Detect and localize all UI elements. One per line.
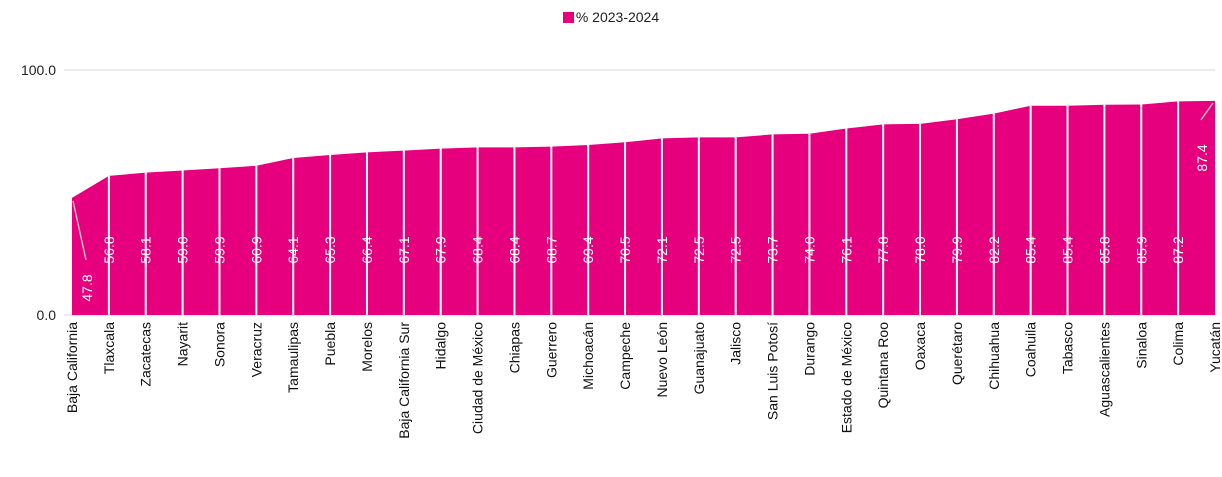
data-label: 68.4 xyxy=(470,236,486,263)
data-label: 76.1 xyxy=(838,236,854,263)
data-label: 72.5 xyxy=(728,236,744,263)
data-label: 66.4 xyxy=(359,236,375,263)
x-tick-label: Quintana Roo xyxy=(875,322,891,409)
x-tick-label: Campeche xyxy=(617,322,633,390)
area-series xyxy=(72,100,1215,316)
data-label: 65.3 xyxy=(322,236,338,263)
data-label: 73.7 xyxy=(765,236,781,263)
x-tick-label: Aguascalientes xyxy=(1096,322,1112,417)
x-tick-label: Querétaro xyxy=(949,322,965,385)
data-label: 85.9 xyxy=(1133,236,1149,263)
data-label: 60.9 xyxy=(248,236,264,263)
legend-label: % 2023-2024 xyxy=(575,9,660,25)
data-label: 67.9 xyxy=(433,236,449,263)
y-tick-label-0: 0.0 xyxy=(37,307,57,323)
x-tick-label: Guerrero xyxy=(543,322,559,378)
x-tick-label: Tlaxcala xyxy=(101,322,117,374)
x-tick-label: Coahuila xyxy=(1023,322,1039,377)
x-tick-label: Hidalgo xyxy=(433,322,449,370)
data-label: 47.8 xyxy=(79,274,95,301)
data-labels: 47.8 56.8 58.1 59.0 59.9 60.9 64.1 65.3 66.4 67.1… xyxy=(79,144,1210,301)
data-label: 58.1 xyxy=(138,236,154,263)
data-label: 68.4 xyxy=(506,236,522,263)
data-label: 59.9 xyxy=(211,236,227,263)
data-label: 85.4 xyxy=(1023,236,1039,263)
x-tick-label: Colima xyxy=(1170,322,1186,366)
label-leader-line xyxy=(1200,102,1214,121)
point-separators xyxy=(107,101,1180,315)
label-leader-lines xyxy=(72,102,1214,261)
x-tick-label: San Luis Potosí xyxy=(765,322,781,420)
data-label: 85.4 xyxy=(1060,236,1076,263)
data-label: 77.8 xyxy=(875,236,891,263)
x-tick-label: Puebla xyxy=(322,322,338,366)
x-tick-label: Durango xyxy=(801,322,817,376)
x-tick-label: Zacatecas xyxy=(138,322,154,387)
data-label: 69.4 xyxy=(580,236,596,263)
x-tick-label: Oaxaca xyxy=(912,322,928,370)
x-tick-label: Nuevo León xyxy=(654,322,670,398)
x-tick-label: Yucatán xyxy=(1207,322,1222,373)
data-label: 87.2 xyxy=(1170,236,1186,263)
x-tick-label: Baja California Sur xyxy=(396,322,412,439)
x-tick-label: Guanajuato xyxy=(691,322,707,395)
x-tick-label: Morelos xyxy=(359,322,375,372)
data-label: 82.2 xyxy=(986,236,1002,263)
x-tick-label: Estado de México xyxy=(838,322,854,433)
x-tick-label: Tamaulipas xyxy=(285,322,301,393)
data-label: 72.1 xyxy=(654,236,670,263)
x-tick-label: Chiapas xyxy=(506,322,522,373)
x-tick-label: Ciudad de México xyxy=(470,322,486,434)
data-label: 85.8 xyxy=(1096,236,1112,263)
legend: % 2023-2024 xyxy=(0,9,1222,25)
y-tick-label-100: 100.0 xyxy=(21,62,56,78)
data-label: 72.5 xyxy=(691,236,707,263)
data-label: 78.0 xyxy=(912,236,928,263)
data-label: 67.1 xyxy=(396,236,412,263)
data-label: 64.1 xyxy=(285,236,301,263)
data-label: 87.4 xyxy=(1194,144,1210,171)
data-label: 70.5 xyxy=(617,236,633,263)
x-tick-label: Jalisco xyxy=(728,322,744,365)
data-label: 74.0 xyxy=(801,236,817,263)
label-leader-line xyxy=(72,200,87,261)
data-label: 56.8 xyxy=(101,236,117,263)
x-tick-label: Sonora xyxy=(211,322,227,367)
data-label: 79.9 xyxy=(949,236,965,263)
data-label: 68.7 xyxy=(543,236,559,263)
x-tick-label: Nayarit xyxy=(175,322,191,366)
x-tick-label: Michoacán xyxy=(580,322,596,390)
x-tick-label: Sinaloa xyxy=(1133,322,1149,369)
x-tick-label: Veracruz xyxy=(248,322,264,377)
data-label: 59.0 xyxy=(175,236,191,263)
legend-swatch xyxy=(562,12,574,23)
x-tick-label: Baja California xyxy=(64,322,80,413)
x-tick-label: Chihuahua xyxy=(986,322,1002,390)
x-tick-labels: Baja California Tlaxcala Zacatecas Nayarit S… xyxy=(64,322,1222,439)
x-tick-label: Tabasco xyxy=(1060,322,1076,374)
